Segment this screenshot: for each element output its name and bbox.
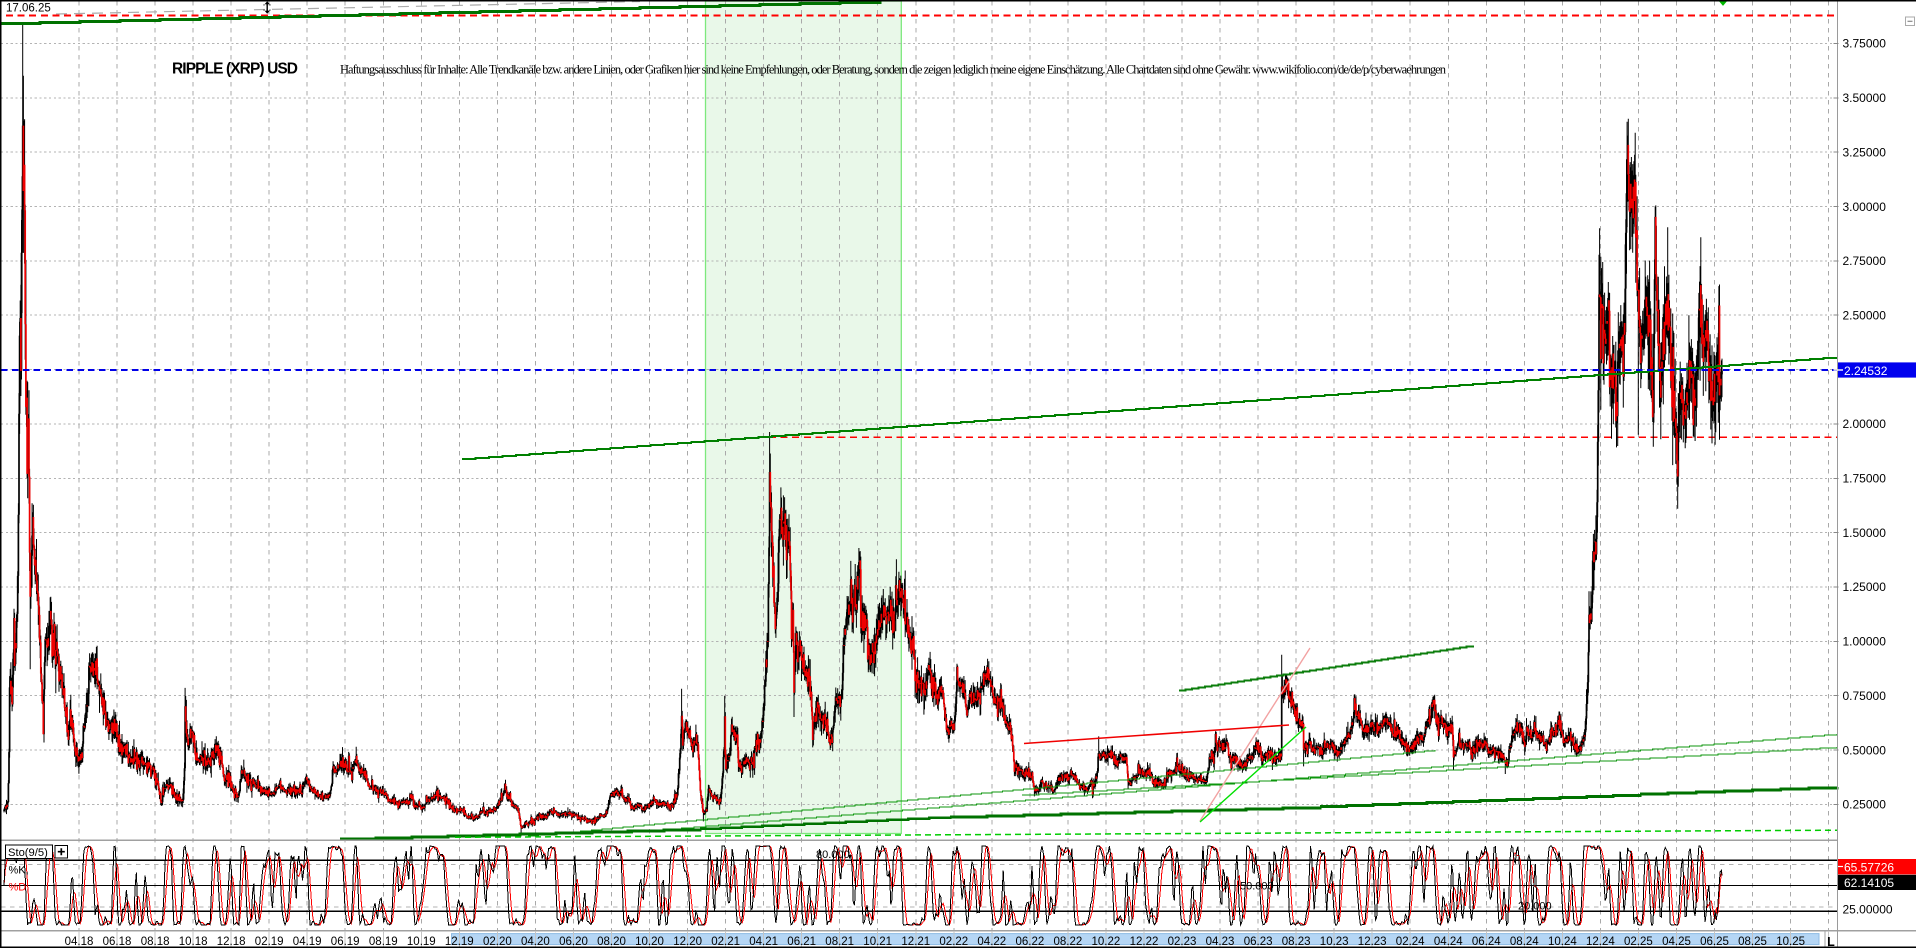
svg-text:08.22: 08.22 — [1054, 936, 1083, 948]
svg-text:10.21: 10.21 — [863, 936, 892, 948]
svg-text:2.75000: 2.75000 — [1843, 254, 1887, 268]
svg-text:1.50000: 1.50000 — [1843, 526, 1887, 540]
svg-text:50.000: 50.000 — [1240, 881, 1274, 893]
svg-text:02.23: 02.23 — [1168, 936, 1197, 948]
svg-text:RIPPLE (XRP) USD: RIPPLE (XRP) USD — [172, 61, 298, 78]
svg-text:06.18: 06.18 — [103, 936, 132, 948]
svg-text:20.000: 20.000 — [1518, 901, 1552, 913]
svg-text:2.24532: 2.24532 — [1844, 364, 1888, 378]
svg-text:0.50000: 0.50000 — [1843, 743, 1887, 757]
svg-text:0.25000: 0.25000 — [1843, 798, 1887, 812]
svg-text:65.57726: 65.57726 — [1844, 860, 1894, 874]
svg-text:04.20: 04.20 — [521, 936, 550, 948]
svg-text:04.24: 04.24 — [1434, 936, 1463, 948]
svg-text:12.23: 12.23 — [1358, 936, 1387, 948]
svg-text:04.18: 04.18 — [65, 936, 94, 948]
svg-text:04.23: 04.23 — [1206, 936, 1235, 948]
svg-text:06.22: 06.22 — [1016, 936, 1045, 948]
svg-text:12.21: 12.21 — [901, 936, 930, 948]
svg-text:12.22: 12.22 — [1130, 936, 1159, 948]
svg-text:04.22: 04.22 — [977, 936, 1006, 948]
svg-text:02.19: 02.19 — [255, 936, 284, 948]
svg-text:08.19: 08.19 — [369, 936, 398, 948]
svg-text:2.50000: 2.50000 — [1843, 308, 1887, 322]
svg-text:12.18: 12.18 — [217, 936, 246, 948]
svg-text:62.14105: 62.14105 — [1844, 876, 1894, 890]
svg-text:04.21: 04.21 — [749, 936, 778, 948]
svg-text:02.21: 02.21 — [711, 936, 740, 948]
svg-text:%D,: %D, — [9, 882, 30, 894]
svg-text:%K,: %K, — [9, 865, 29, 877]
svg-text:06.19: 06.19 — [331, 936, 360, 948]
svg-text:10.19: 10.19 — [407, 936, 436, 948]
svg-text:08.21: 08.21 — [825, 936, 854, 948]
svg-text:04.19: 04.19 — [293, 936, 322, 948]
svg-text:08.23: 08.23 — [1282, 936, 1311, 948]
svg-text:06.21: 06.21 — [787, 936, 816, 948]
svg-text:06.24: 06.24 — [1472, 936, 1501, 948]
svg-text:06.25: 06.25 — [1700, 936, 1729, 948]
svg-text:1.00000: 1.00000 — [1843, 635, 1887, 649]
svg-text:2.00000: 2.00000 — [1843, 417, 1887, 431]
svg-text:10.23: 10.23 — [1320, 936, 1349, 948]
svg-text:08.18: 08.18 — [141, 936, 170, 948]
svg-text:3.50000: 3.50000 — [1843, 91, 1887, 105]
svg-text:12.24: 12.24 — [1586, 936, 1615, 948]
svg-text:1.25000: 1.25000 — [1843, 580, 1887, 594]
svg-text:10.24: 10.24 — [1548, 936, 1577, 948]
svg-text:Haftungsausschluss für Inhalte: Haftungsausschluss für Inhalte: Alle Tre… — [340, 63, 1447, 77]
svg-text:1.75000: 1.75000 — [1843, 472, 1887, 486]
svg-text:80.000: 80.000 — [816, 849, 850, 861]
svg-text:08.24: 08.24 — [1510, 936, 1539, 948]
svg-text:10.25: 10.25 — [1776, 936, 1805, 948]
svg-text:08.20: 08.20 — [597, 936, 626, 948]
svg-text:10.18: 10.18 — [179, 936, 208, 948]
svg-text:02.20: 02.20 — [483, 936, 512, 948]
svg-text:02.24: 02.24 — [1396, 936, 1425, 948]
svg-text:02.22: 02.22 — [939, 936, 968, 948]
svg-text:12.20: 12.20 — [673, 936, 702, 948]
svg-text:L: L — [1827, 935, 1835, 948]
svg-text:3.25000: 3.25000 — [1843, 145, 1887, 159]
svg-text:08.25: 08.25 — [1738, 936, 1767, 948]
svg-text:17.06.25: 17.06.25 — [6, 3, 51, 15]
svg-text:06.23: 06.23 — [1244, 936, 1273, 948]
svg-text:25.00000: 25.00000 — [1843, 902, 1893, 916]
svg-text:04.25: 04.25 — [1662, 936, 1691, 948]
svg-text:3.75000: 3.75000 — [1843, 37, 1887, 51]
svg-text:0.75000: 0.75000 — [1843, 689, 1887, 703]
svg-text:02.25: 02.25 — [1624, 936, 1653, 948]
svg-text:Sto(9/5): Sto(9/5) — [8, 847, 48, 859]
svg-text:3.00000: 3.00000 — [1843, 200, 1887, 214]
svg-text:06.20: 06.20 — [559, 936, 588, 948]
svg-text:10.20: 10.20 — [635, 936, 664, 948]
svg-text:10.22: 10.22 — [1092, 936, 1121, 948]
svg-text:12.19: 12.19 — [445, 936, 474, 948]
